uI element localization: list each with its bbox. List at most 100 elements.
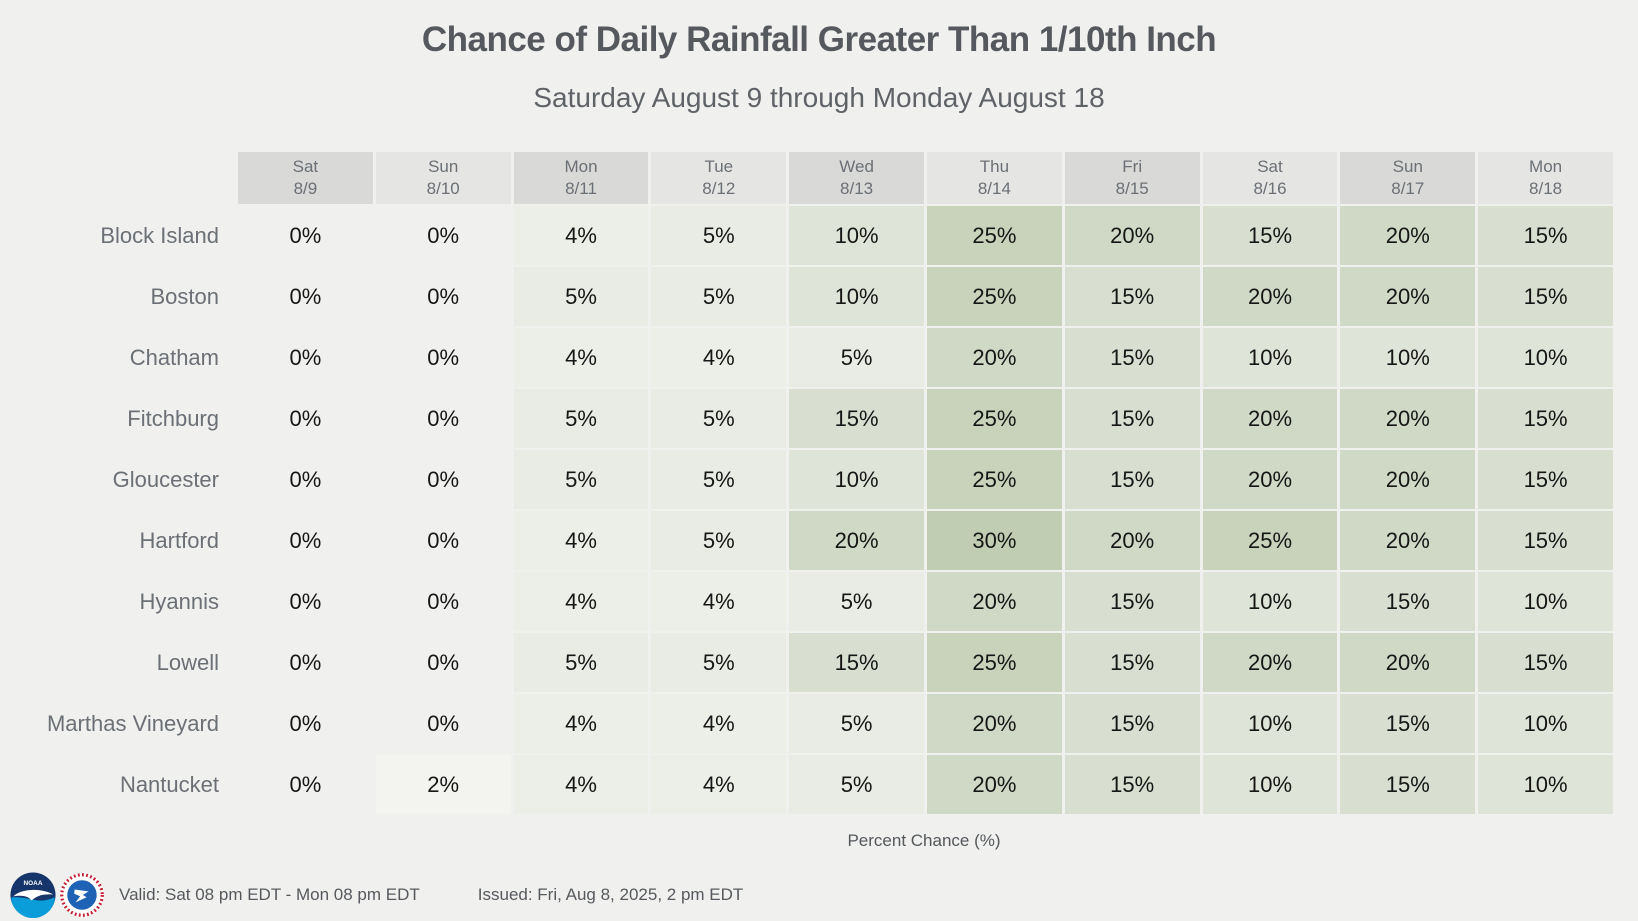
row-label: Boston (150, 283, 220, 309)
value-cell: 15% (1064, 328, 1200, 387)
row-label: Hyannis (139, 588, 219, 614)
column-header: Wed 8/13 (789, 152, 924, 204)
value-cell: 0% (427, 710, 460, 736)
value-cell: 5% (651, 267, 787, 326)
row-label: Fitchburg (127, 405, 219, 431)
value-cell: 15% (789, 389, 924, 448)
value-cell: 5% (513, 267, 649, 326)
value-cell: 20% (1340, 267, 1476, 326)
column-header-date: 8/16 (1253, 179, 1287, 198)
row-label: Hartford (139, 527, 219, 553)
value-cell: 4% (513, 206, 649, 265)
column-header-day: Sun (1392, 156, 1423, 176)
svg-text:NOAA: NOAA (24, 880, 43, 887)
column-header-day: Tue (704, 156, 734, 176)
value-cell: 20% (1340, 511, 1476, 570)
column-header: Sun 8/10 (375, 152, 511, 204)
column-header: Sat 8/9 (238, 152, 373, 204)
nws-logo (59, 872, 105, 918)
row-label: Chatham (129, 344, 219, 370)
value-cell: 4% (513, 572, 649, 631)
value-cell: 15% (1064, 755, 1200, 814)
column-header-date: 8/15 (1115, 179, 1149, 198)
value-cell: 25% (927, 450, 1062, 509)
value-cell: 5% (651, 206, 787, 265)
value-cell: 4% (513, 328, 649, 387)
value-cell: 15% (1064, 572, 1200, 631)
value-cell: 5% (789, 694, 924, 753)
column-header-day: Thu (979, 156, 1010, 176)
column-header-date: 8/9 (293, 179, 318, 198)
column-header-day: Fri (1122, 156, 1143, 176)
noaa-logo: NOAA (10, 872, 56, 918)
column-header-day: Sat (1257, 156, 1283, 176)
value-cell: 4% (651, 328, 787, 387)
value-cell: 15% (1478, 267, 1613, 326)
value-cell: 0% (289, 405, 322, 431)
value-cell: 10% (789, 267, 924, 326)
value-cell: 10% (1202, 755, 1338, 814)
value-cell: 15% (1478, 450, 1613, 509)
value-cell: 0% (289, 649, 322, 675)
value-cell: 0% (427, 527, 460, 553)
column-header: Sun 8/17 (1340, 152, 1476, 204)
value-cell: 15% (1340, 572, 1476, 631)
column-header-date: 8/13 (840, 179, 874, 198)
column-header: Fri 8/15 (1064, 152, 1200, 204)
value-cell: 5% (513, 389, 649, 448)
value-cell: 15% (1478, 511, 1613, 570)
percent-chance-caption: Percent Chance (%) (847, 831, 1001, 850)
value-cell: 5% (651, 511, 787, 570)
value-cell: 25% (927, 267, 1062, 326)
value-cell: 10% (789, 206, 924, 265)
value-cell: 0% (289, 588, 322, 614)
column-header-date: 8/10 (426, 179, 460, 198)
value-cell: 20% (1340, 206, 1476, 265)
value-cell: 4% (513, 694, 649, 753)
value-cell: 20% (1202, 267, 1338, 326)
value-cell: 20% (1064, 511, 1200, 570)
value-cell: 0% (289, 771, 322, 797)
value-cell: 20% (1202, 389, 1338, 448)
row-label: Block Island (100, 222, 219, 248)
value-cell: 10% (1202, 328, 1338, 387)
value-cell: 25% (927, 206, 1062, 265)
value-cell: 25% (927, 633, 1062, 692)
value-cell: 15% (1064, 633, 1200, 692)
value-cell: 20% (1202, 633, 1338, 692)
value-cell: 10% (1340, 328, 1476, 387)
value-cell: 20% (927, 328, 1062, 387)
column-header: Mon 8/11 (513, 152, 649, 204)
value-cell: 15% (1340, 755, 1476, 814)
value-cell: 5% (789, 572, 924, 631)
value-cell: 20% (1340, 389, 1476, 448)
value-cell: 15% (1064, 389, 1200, 448)
value-cell: 10% (1202, 694, 1338, 753)
value-cell: 15% (1478, 206, 1613, 265)
value-cell: 10% (1478, 755, 1613, 814)
value-cell: 5% (513, 633, 649, 692)
table-corner-spacer (0, 152, 235, 204)
column-header-day: Sun (428, 156, 459, 176)
value-cell: 4% (651, 755, 787, 814)
column-header-date: 8/11 (565, 179, 597, 198)
value-cell: 15% (1064, 694, 1200, 753)
value-cell: 20% (1064, 206, 1200, 265)
page-title: Chance of Daily Rainfall Greater Than 1/… (421, 20, 1217, 59)
column-header: Thu 8/14 (927, 152, 1062, 204)
value-cell: 4% (513, 755, 649, 814)
value-cell: 15% (1478, 389, 1613, 448)
value-cell: 15% (1340, 694, 1476, 753)
column-header-date: 8/18 (1529, 179, 1563, 198)
value-cell: 5% (513, 450, 649, 509)
value-cell: 5% (651, 450, 787, 509)
value-cell: 5% (789, 328, 924, 387)
value-cell: 10% (1478, 328, 1613, 387)
value-cell: 2% (375, 755, 511, 814)
value-cell: 0% (427, 649, 460, 675)
value-cell: 4% (651, 572, 787, 631)
value-cell: 15% (1064, 450, 1200, 509)
value-cell: 15% (789, 633, 924, 692)
row-label: Marthas Vineyard (46, 710, 219, 736)
value-cell: 30% (927, 511, 1062, 570)
